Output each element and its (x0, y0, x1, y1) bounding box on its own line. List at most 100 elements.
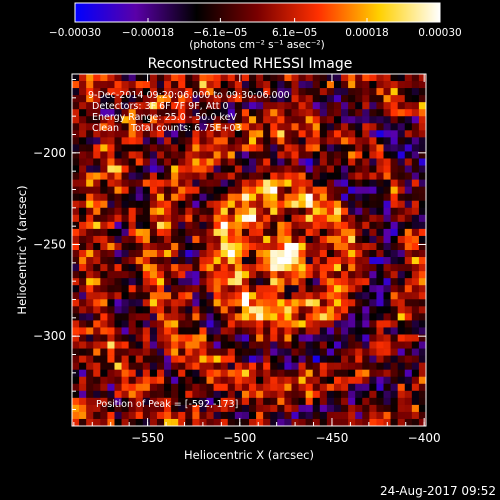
heatmap-cell (107, 383, 115, 392)
colorbar-tick-label: −0.00030 (49, 27, 101, 39)
heatmap-cell (164, 299, 172, 307)
heatmap-cell (404, 74, 413, 82)
heatmap-cell (362, 278, 370, 286)
heatmap-cell (319, 165, 328, 173)
heatmap-cell (383, 130, 391, 138)
heatmap-cell (411, 193, 420, 202)
heatmap-cell (241, 278, 250, 286)
heatmap-cell (107, 264, 115, 272)
heatmap-cell (114, 397, 122, 406)
heatmap-cell (326, 327, 335, 335)
heatmap-cell (107, 285, 115, 293)
heatmap-cell (369, 95, 377, 103)
heatmap-cell (227, 200, 236, 209)
heatmap-cell (249, 74, 257, 82)
heatmap-cell (185, 376, 193, 385)
heatmap-cell (263, 257, 271, 265)
heatmap-cell (164, 228, 172, 237)
heatmap-cell (149, 285, 158, 293)
heatmap-cell (142, 313, 151, 321)
heatmap-cell (234, 88, 243, 96)
heatmap-cell (312, 200, 321, 209)
heatmap-cell (341, 285, 349, 293)
heatmap-cell (185, 404, 193, 413)
heatmap-cell (291, 299, 299, 307)
heatmap-cell (234, 95, 243, 103)
heatmap-cell (185, 285, 193, 293)
heatmap-cell (114, 306, 122, 314)
heatmap-cell (362, 179, 370, 187)
heatmap-cell (206, 292, 214, 300)
heatmap-cell (142, 130, 151, 138)
heatmap-cell (135, 193, 144, 202)
heatmap-cell (319, 200, 328, 209)
heatmap-cell (256, 278, 264, 286)
heatmap-cell (355, 362, 363, 370)
heatmap-cell (312, 235, 321, 244)
heatmap-cell (411, 179, 420, 187)
heatmap-cell (418, 264, 427, 272)
heatmap-cell (362, 411, 370, 420)
heatmap-cell (333, 179, 342, 187)
heatmap-cell (397, 341, 406, 349)
heatmap-cell (72, 376, 80, 385)
heatmap-cell (156, 404, 165, 413)
heatmap-cell (234, 137, 243, 145)
heatmap-cell (291, 228, 299, 237)
heatmap-cell (284, 390, 292, 399)
heatmap-cell (397, 411, 406, 420)
heatmap-cell (86, 313, 94, 321)
heatmap-cell (206, 179, 214, 187)
heatmap-cell (227, 74, 236, 82)
heatmap-cell (284, 158, 292, 166)
colorbar-ticks: −0.00030 −0.00018 −6.1e−05 6.1e−05 0.00018 0.… (49, 18, 462, 39)
heatmap-cell (135, 130, 144, 138)
heatmap-cell (383, 102, 391, 110)
heatmap-cell (418, 221, 427, 230)
heatmap-cell (284, 74, 292, 82)
heatmap-cell (72, 144, 80, 152)
heatmap-cell (128, 221, 137, 230)
heatmap-cell (100, 165, 108, 173)
heatmap-cell (149, 327, 158, 335)
heatmap-cell (149, 390, 158, 399)
heatmap-cell (411, 130, 420, 138)
heatmap-cell (404, 165, 413, 173)
heatmap-cell (206, 397, 214, 406)
heatmap-cell (397, 334, 406, 342)
heatmap-cell (199, 271, 207, 279)
heatmap-cell (284, 102, 292, 110)
heatmap-cell (298, 130, 306, 138)
heatmap-cell (355, 151, 363, 159)
heatmap-cell (348, 172, 356, 180)
heatmap-cell (298, 116, 306, 124)
heatmap-cell (213, 362, 221, 370)
heatmap-cell (390, 341, 398, 349)
heatmap-cell (277, 313, 285, 321)
heatmap-cell (319, 306, 328, 314)
heatmap-cell (199, 313, 207, 321)
heatmap-cell (305, 404, 314, 413)
heatmap-cell (79, 327, 87, 335)
heatmap-cell (397, 320, 406, 328)
heatmap-cell (312, 179, 321, 187)
heatmap-cell (277, 348, 285, 356)
x-tick-label: −450 (315, 431, 348, 445)
heatmap-cell (390, 320, 398, 328)
heatmap-cell (291, 355, 299, 363)
heatmap-cell (227, 250, 236, 258)
heatmap-cell (355, 278, 363, 286)
heatmap-cell (404, 102, 413, 110)
heatmap-cell (206, 95, 214, 103)
heatmap-cell (348, 271, 356, 279)
heatmap-cell (291, 278, 299, 286)
heatmap-cell (341, 369, 349, 378)
heatmap-cell (114, 116, 122, 124)
heatmap-cell (369, 369, 377, 378)
heatmap-cell (249, 404, 257, 413)
heatmap-cell (72, 116, 80, 124)
heatmap-cell (114, 130, 122, 138)
heatmap-cell (164, 250, 172, 258)
heatmap-cell (128, 362, 137, 370)
heatmap-cell (128, 250, 137, 258)
